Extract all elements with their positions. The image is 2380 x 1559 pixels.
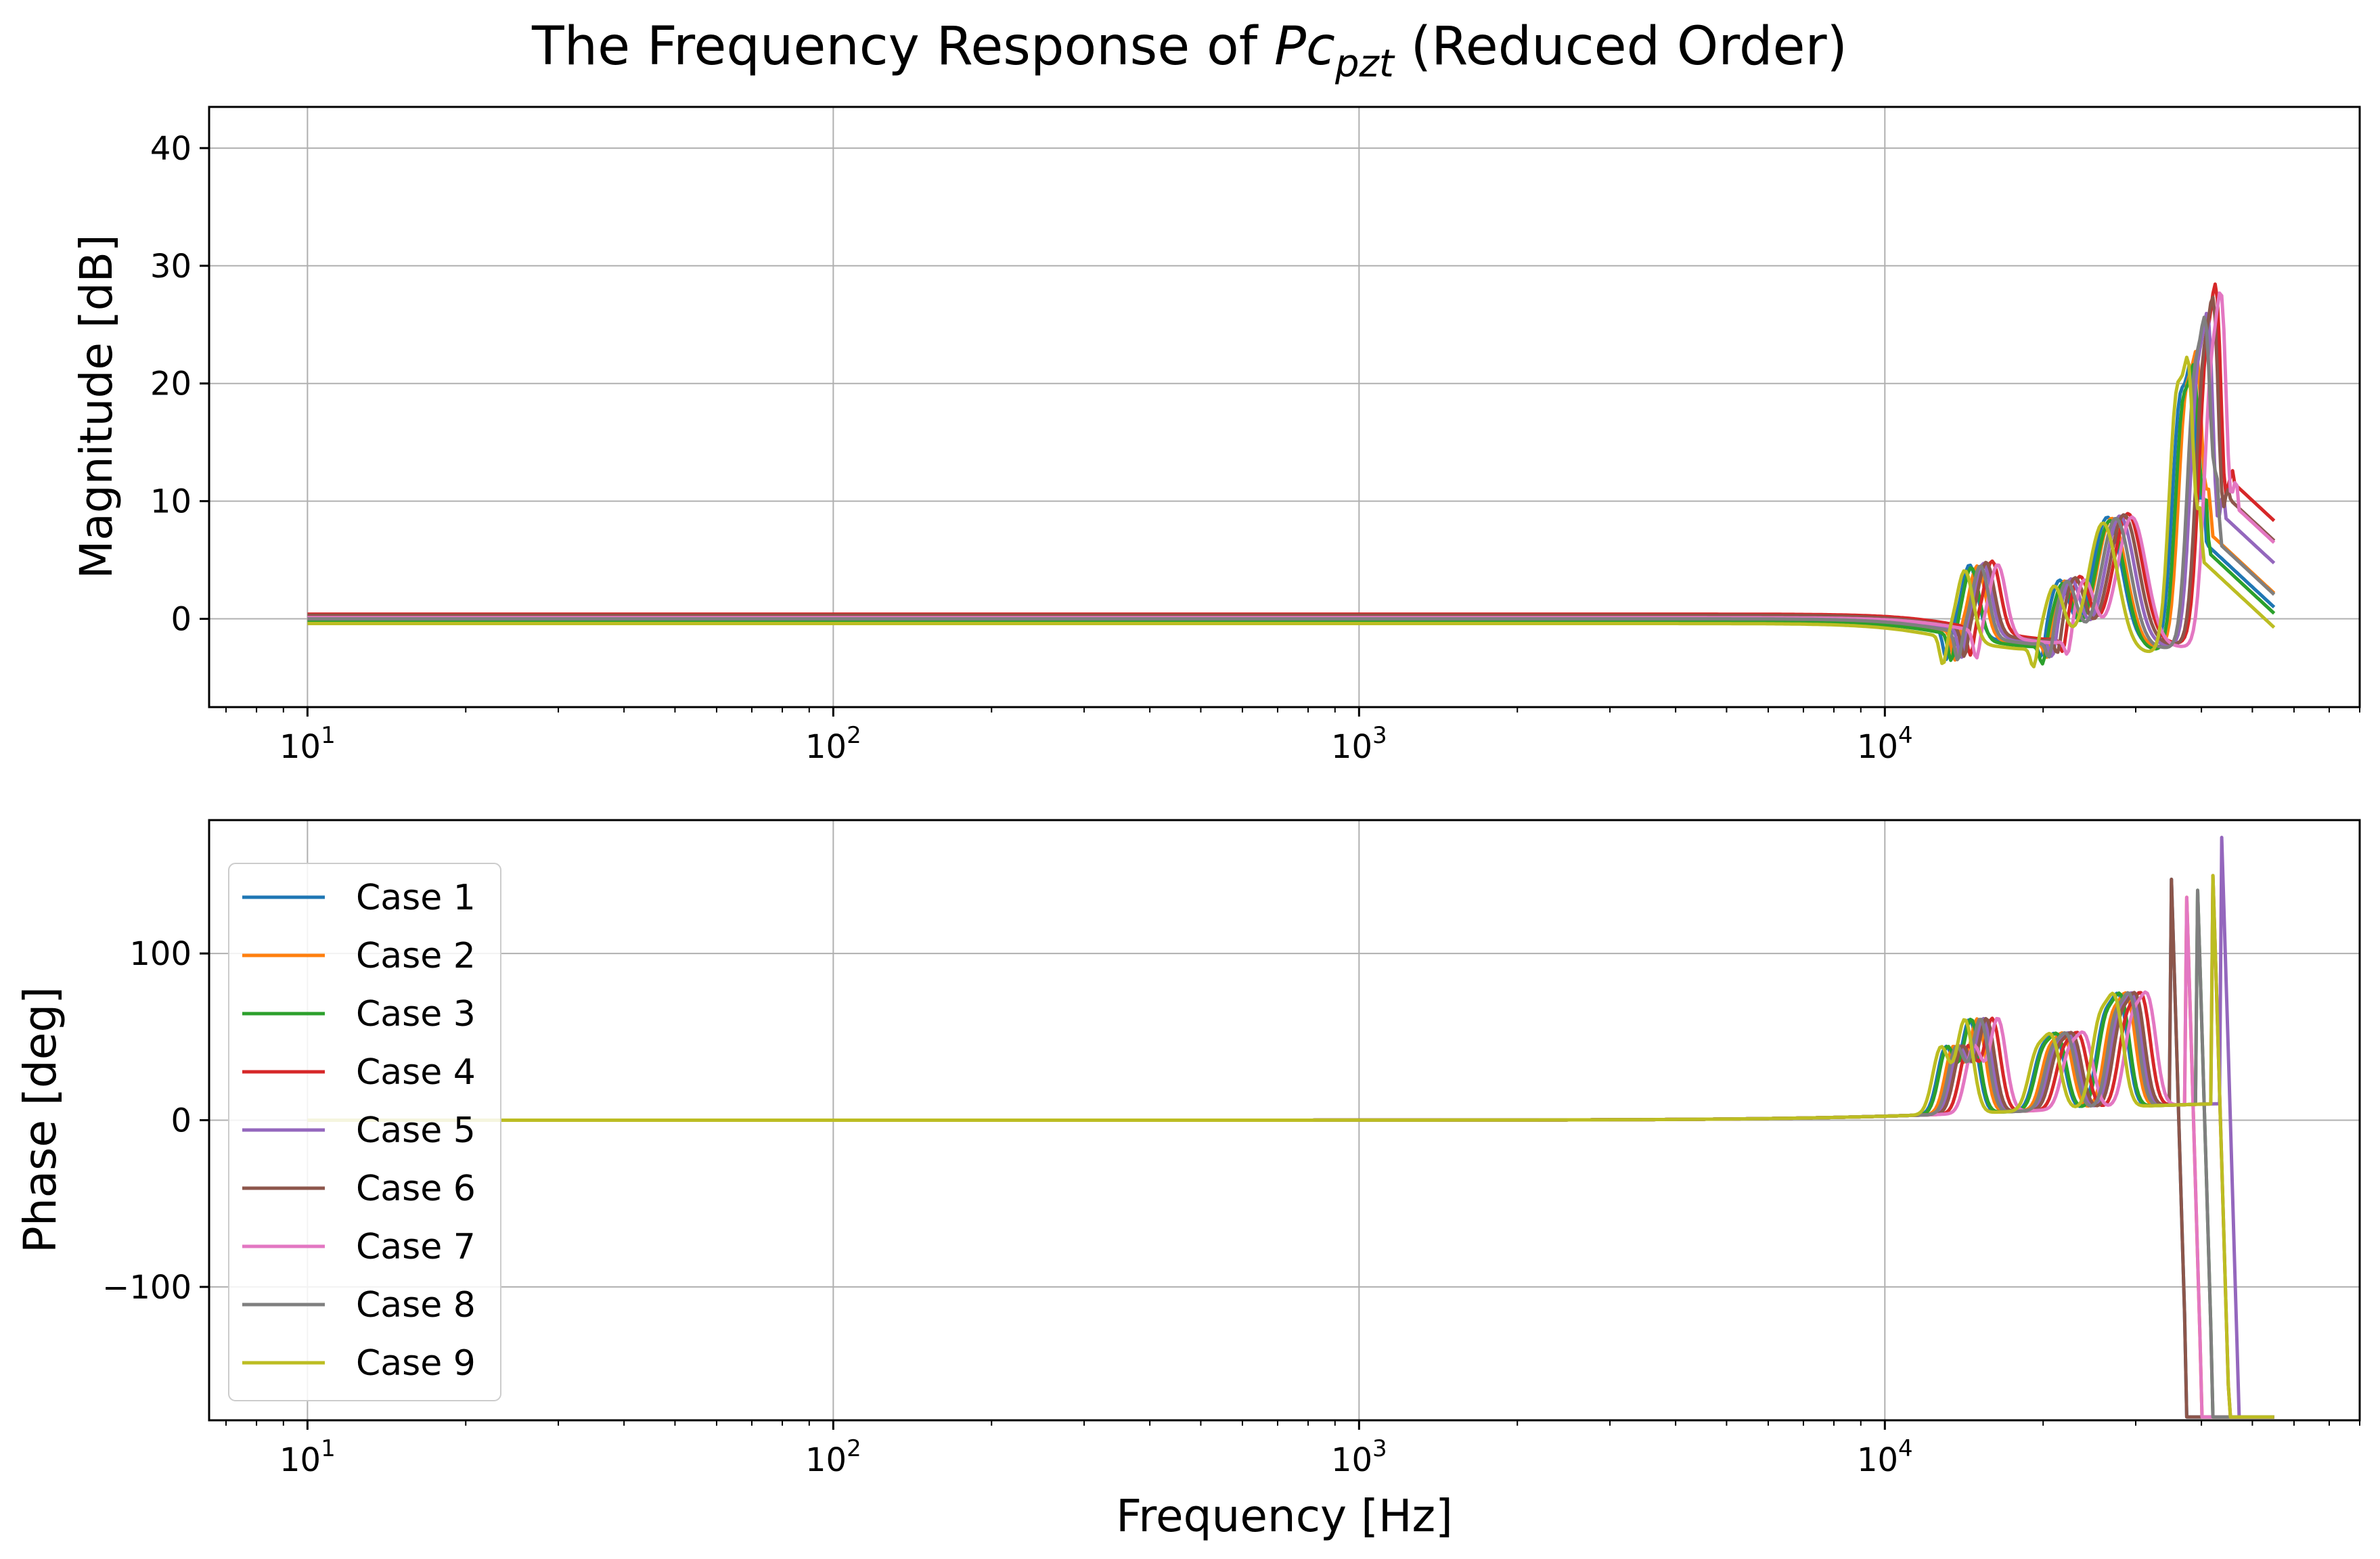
- legend-entry-case-3: Case 3: [242, 994, 476, 1035]
- phase-line-case-6: [307, 878, 2274, 1419]
- phase-line-case-5: [307, 836, 2274, 1419]
- legend-label: Case 1: [356, 878, 476, 918]
- legend-label: Case 5: [356, 1110, 476, 1151]
- magnitude-line-case-9: [307, 355, 2276, 669]
- legend-label: Case 4: [356, 1052, 476, 1093]
- magnitude-ytick-label: 0: [171, 601, 192, 639]
- legend-entry-case-2: Case 2: [242, 936, 476, 976]
- phase-line-case-9: [307, 874, 2274, 1419]
- magnitude-line-case-8: [307, 315, 2276, 662]
- legend-entry-case-1: Case 1: [242, 878, 476, 918]
- legend-label: Case 9: [356, 1343, 476, 1384]
- magnitude-xtick-label: 102: [805, 722, 861, 766]
- phase-line-case-4: [307, 874, 2274, 1419]
- legend-label: Case 7: [356, 1227, 476, 1267]
- phase-ytick-label: 0: [171, 1102, 192, 1140]
- phase-xtick-label: 101: [279, 1435, 336, 1479]
- phase-xtick-label: 104: [1857, 1435, 1913, 1479]
- phase-ytick-label: 100: [129, 935, 192, 973]
- legend-entry-case-8: Case 8: [242, 1285, 476, 1326]
- magnitude-ytick-label: 10: [150, 483, 192, 521]
- magnitude-axes-frame: [208, 106, 2361, 708]
- magnitude-plot: 101 102 103 104 0 10 20 30 40 Magnitude [dB]: [70, 106, 2361, 766]
- chart-title: The Frequency Response of Pcpzt (Reduced…: [531, 16, 1847, 86]
- legend-entry-case-5: Case 5: [242, 1110, 476, 1151]
- phase-line-case-3: [307, 888, 2274, 1419]
- magnitude-ylabel: Magnitude [dB]: [70, 234, 122, 579]
- phase-ticks: 101 102 103 104 −100 0 100: [102, 935, 2360, 1479]
- legend-label: Case 2: [356, 936, 476, 976]
- legend-label: Case 8: [356, 1285, 476, 1326]
- legend-entry-case-4: Case 4: [242, 1052, 476, 1093]
- phase-line-case-8: [307, 888, 2274, 1419]
- legend-entry-case-9: Case 9: [242, 1343, 476, 1384]
- phase-line-case-7: [307, 895, 2274, 1419]
- magnitude-ytick-label: 20: [150, 365, 192, 403]
- phase-xtick-label: 102: [805, 1435, 861, 1479]
- phase-ytick-label: −100: [102, 1269, 192, 1307]
- phase-line-case-1: [307, 878, 2274, 1419]
- legend-entry-case-7: Case 7: [242, 1227, 476, 1267]
- legend-label: Case 3: [356, 994, 476, 1035]
- phase-line-case-2: [307, 895, 2274, 1419]
- magnitude-xtick-label: 103: [1331, 722, 1387, 766]
- phase-ylabel: Phase [deg]: [14, 987, 66, 1253]
- magnitude-ytick-label: 30: [150, 248, 192, 286]
- magnitude-ytick-label: 40: [150, 130, 192, 168]
- legend-frame: [228, 863, 501, 1401]
- magnitude-ticks: 101 102 103 104 0 10 20 30 40: [150, 130, 2360, 766]
- phase-plot: 101 102 103 104 −100 0 100 Phase [deg] Frequen…: [14, 819, 2361, 1542]
- phase-series: [307, 836, 2274, 1419]
- legend: Case 1 Case 2 Case 3 Case 4 Case 5 Case 6 Case…: [228, 863, 501, 1401]
- phase-xlabel: Frequency [Hz]: [1116, 1490, 1453, 1542]
- magnitude-xtick-label: 101: [279, 722, 336, 766]
- magnitude-series: [307, 282, 2276, 669]
- magnitude-xtick-label: 104: [1857, 722, 1913, 766]
- legend-entry-case-6: Case 6: [242, 1169, 476, 1209]
- legend-label: Case 6: [356, 1169, 476, 1209]
- phase-xtick-label: 103: [1331, 1435, 1387, 1479]
